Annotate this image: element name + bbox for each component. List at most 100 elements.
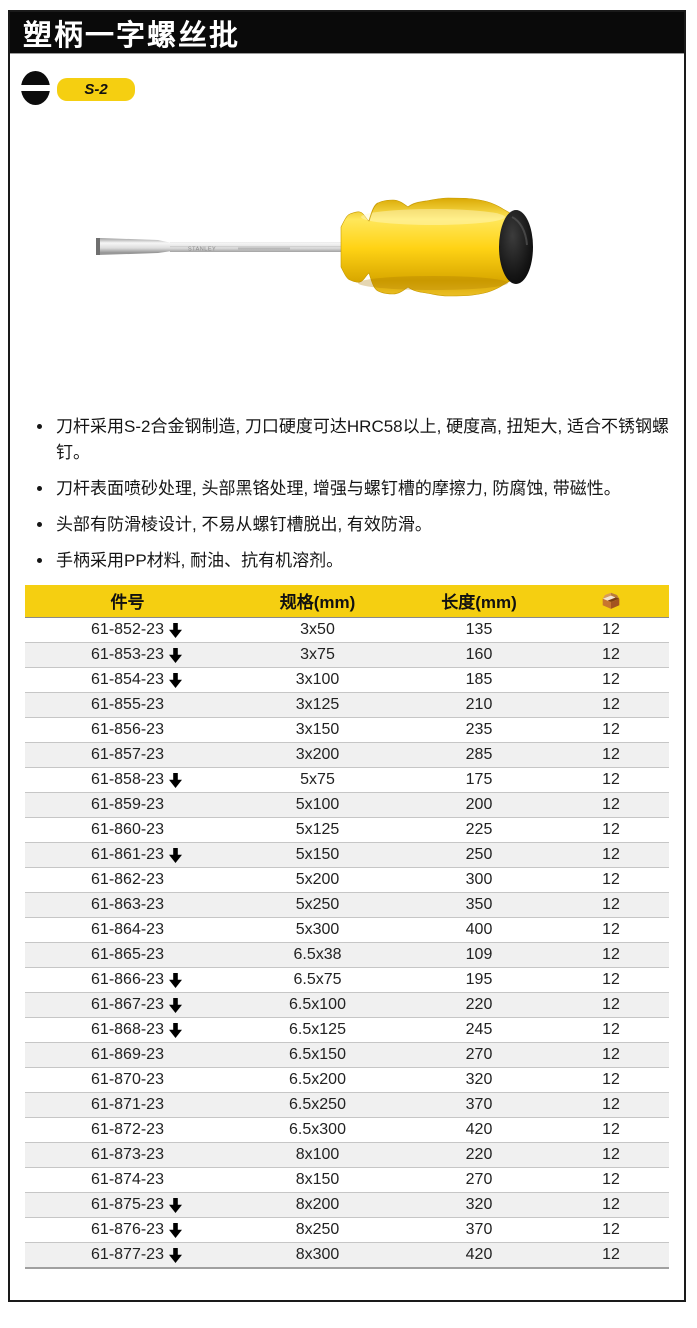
part-cell: 61-872-23 [25,1117,230,1142]
handle-end-cap [499,210,533,284]
new-item-arrow-icon [168,997,182,1013]
part-number-text: 61-865-23 [91,945,164,963]
qty-cell: 12 [602,1145,620,1163]
table-row: 61-863-23 5x250 350 12 [25,892,669,917]
new-item-arrow-icon [168,1197,182,1213]
content-frame: 塑柄一字螺丝批 S-2 [8,10,686,1302]
qty-cell: 12 [602,920,620,938]
part-cell: 61-874-23 [25,1167,230,1192]
qty-cell: 12 [602,945,620,963]
spec-cell: 5x250 [295,895,340,913]
table-row: 61-861-23 5x150 250 12 [25,842,669,867]
part-cell: 61-858-23 [25,767,230,792]
qty-cell: 12 [602,695,620,713]
feature-list: 刀杆采用S-2合金钢制造, 刀口硬度可达HRC58以上, 硬度高, 扭矩大, 适… [24,414,674,584]
part-cell: 61-864-23 [25,917,230,942]
spec-cell: 5x75 [300,770,335,788]
length-cell: 210 [465,695,493,713]
qty-cell: 12 [602,1245,620,1263]
part-number-text: 61-861-23 [91,845,164,863]
table-row: 61-865-23 6.5x38 109 12 [25,942,669,967]
length-cell: 185 [465,670,493,688]
table-row: 61-857-23 3x200 285 12 [25,742,669,767]
part-cell: 61-857-23 [25,742,230,767]
part-cell: 61-852-23 [25,617,230,642]
new-item-arrow-icon [168,772,182,788]
length-cell: 320 [465,1195,493,1213]
table-row: 61-871-23 6.5x250 370 12 [25,1092,669,1117]
qty-cell: 12 [602,1045,620,1063]
part-number-text: 61-858-23 [91,770,164,788]
table-row: 61-864-23 5x300 400 12 [25,917,669,942]
qty-cell: 12 [602,620,620,638]
carton-qty-icon [602,592,620,609]
part-number-text: 61-870-23 [91,1070,164,1088]
slot-glyph [19,85,52,91]
part-number-text: 61-867-23 [91,995,164,1013]
section-title-bar: 塑柄一字螺丝批 [10,12,684,54]
part-cell: 61-870-23 [25,1067,230,1092]
part-cell: 61-873-23 [25,1142,230,1167]
part-cell: 61-862-23 [25,867,230,892]
length-cell: 350 [465,895,493,913]
length-cell: 370 [465,1095,493,1113]
table-row: 61-872-23 6.5x300 420 12 [25,1117,669,1142]
length-cell: 195 [465,970,493,988]
table-row: 61-867-23 6.5x100 220 12 [25,992,669,1017]
part-number-text: 61-868-23 [91,1020,164,1038]
slotted-tip-icon [19,71,52,105]
part-cell: 61-860-23 [25,817,230,842]
qty-cell: 12 [602,820,620,838]
table-row: 61-860-23 5x125 225 12 [25,817,669,842]
feature-item: 头部有防滑棱设计, 不易从螺钉槽脱出, 有效防滑。 [54,512,674,538]
spec-cell: 5x100 [295,795,340,813]
qty-cell: 12 [602,970,620,988]
spec-cell: 6.5x300 [289,1120,346,1138]
qty-cell: 12 [602,1195,620,1213]
part-cell: 61-869-23 [25,1042,230,1067]
page-title: 塑柄一字螺丝批 [23,19,241,52]
part-cell: 61-861-23 [25,842,230,867]
part-number-text: 61-854-23 [91,670,164,688]
part-cell: 61-871-23 [25,1092,230,1117]
part-cell: 61-859-23 [25,792,230,817]
length-cell: 220 [465,1145,493,1163]
feature-item: 手柄采用PP材料, 耐油、抗有机溶剂。 [54,548,674,574]
length-cell: 200 [465,795,493,813]
new-item-arrow-icon [168,1222,182,1238]
table-row: 61-856-23 3x150 235 12 [25,717,669,742]
part-number-text: 61-853-23 [91,645,164,663]
shaft-brand-text: STANLEY [188,247,216,253]
spec-cell: 3x200 [295,745,340,763]
table-row: 61-874-23 8x150 270 12 [25,1167,669,1192]
feature-item: 刀杆采用S-2合金钢制造, 刀口硬度可达HRC58以上, 硬度高, 扭矩大, 适… [54,414,674,466]
length-cell: 250 [465,845,493,863]
table-header-row: 件号 规格(mm) 长度(mm) [25,585,669,618]
part-number-text: 61-863-23 [91,895,164,913]
part-cell: 61-877-23 [25,1242,230,1268]
spec-cell: 6.5x125 [289,1020,346,1038]
table-row: 61-866-23 6.5x75 195 12 [25,967,669,992]
blade-tip [96,238,100,255]
part-number-text: 61-872-23 [91,1120,164,1138]
part-number-text: 61-875-23 [91,1195,164,1213]
part-cell: 61-863-23 [25,892,230,917]
qty-cell: 12 [602,845,620,863]
table-row: 61-868-23 6.5x125 245 12 [25,1017,669,1042]
new-item-arrow-icon [168,1247,182,1263]
part-number-text: 61-857-23 [91,745,164,763]
spec-cell: 8x100 [295,1145,340,1163]
table-row: 61-855-23 3x125 210 12 [25,692,669,717]
header-carton-qty [553,585,669,618]
part-cell: 61-854-23 [25,667,230,692]
length-cell: 420 [465,1245,493,1263]
table-row: 61-852-23 3x50 135 12 [25,617,669,642]
part-number-text: 61-855-23 [91,695,164,713]
part-number-text: 61-866-23 [91,970,164,988]
qty-cell: 12 [602,670,620,688]
part-cell: 61-876-23 [25,1217,230,1242]
table-row: 61-876-23 8x250 370 12 [25,1217,669,1242]
new-item-arrow-icon [168,1022,182,1038]
table-row: 61-873-23 8x100 220 12 [25,1142,669,1167]
part-cell: 61-868-23 [25,1017,230,1042]
